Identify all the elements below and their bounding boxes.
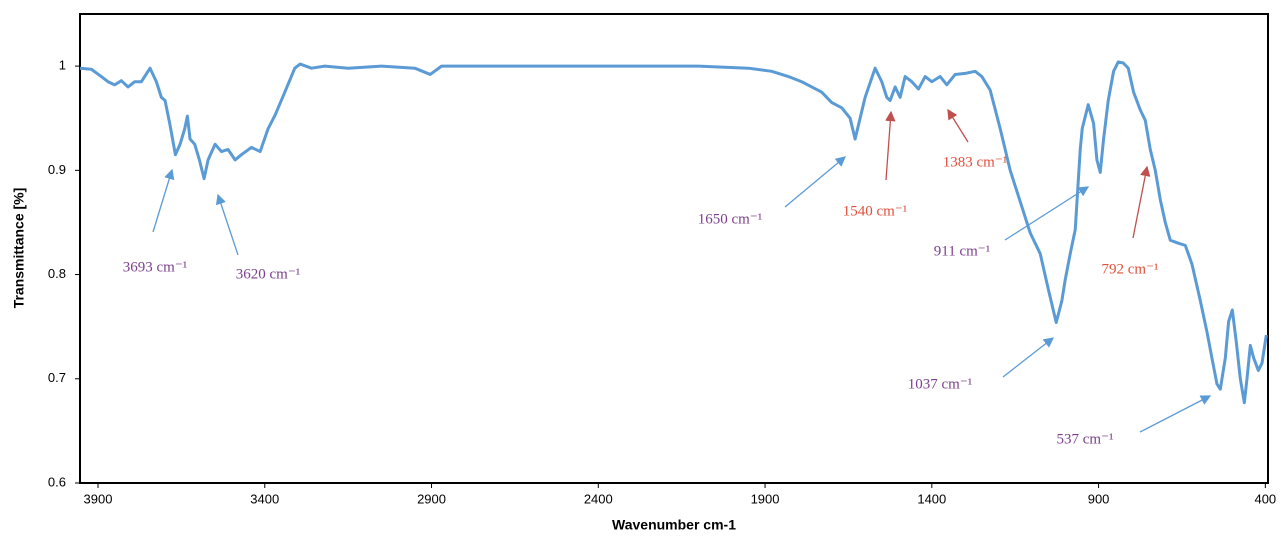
annotation-label: 1540 cm⁻¹	[843, 203, 908, 219]
x-tick-label: 1900	[751, 491, 780, 506]
plot-frame	[79, 13, 1269, 484]
y-tick-label: 0.7	[48, 370, 66, 385]
x-axis-title: Wavenumber cm-1	[612, 517, 736, 533]
annotation-label: 537 cm⁻¹	[1057, 431, 1114, 447]
annotation-label: 3693 cm⁻¹	[123, 259, 188, 275]
annotation-arrow	[1139, 395, 1212, 433]
annotation-arrow	[1002, 337, 1055, 378]
x-tick-label: 2400	[584, 491, 613, 506]
annotation-arrow	[784, 156, 846, 208]
annotation-arrow	[1004, 186, 1090, 241]
annotation-label: 3620 cm⁻¹	[236, 266, 301, 282]
x-tick-label: 1400	[917, 491, 946, 506]
annotation-label: 911 cm⁻¹	[934, 243, 990, 259]
y-tick-label: 0.8	[48, 266, 66, 281]
x-tick-label: 2900	[417, 491, 446, 506]
annotation-arrow	[947, 108, 969, 143]
y-tick-label: 0.6	[48, 474, 66, 489]
annotation-arrow	[152, 168, 175, 233]
annotation-arrow	[885, 110, 896, 181]
annotation-arrow	[1132, 165, 1151, 239]
spectrum-line	[79, 60, 1268, 405]
annotation-label: 1383 cm⁻¹	[943, 154, 1008, 170]
annotation-arrow	[215, 193, 239, 256]
x-tick-label: 900	[1088, 491, 1110, 506]
annotation-label: 1650 cm⁻¹	[698, 211, 763, 227]
y-tick-label: 1	[59, 58, 66, 73]
x-tick-label: 3900	[84, 491, 113, 506]
annotation-label: 792 cm⁻¹	[1102, 261, 1159, 277]
annotation-label: 1037 cm⁻¹	[908, 376, 973, 392]
y-axis-title: Transmittance [%]	[11, 188, 27, 309]
y-tick-label: 0.9	[48, 162, 66, 177]
x-tick-label: 3400	[250, 491, 279, 506]
x-tick-label: 400	[1254, 491, 1276, 506]
